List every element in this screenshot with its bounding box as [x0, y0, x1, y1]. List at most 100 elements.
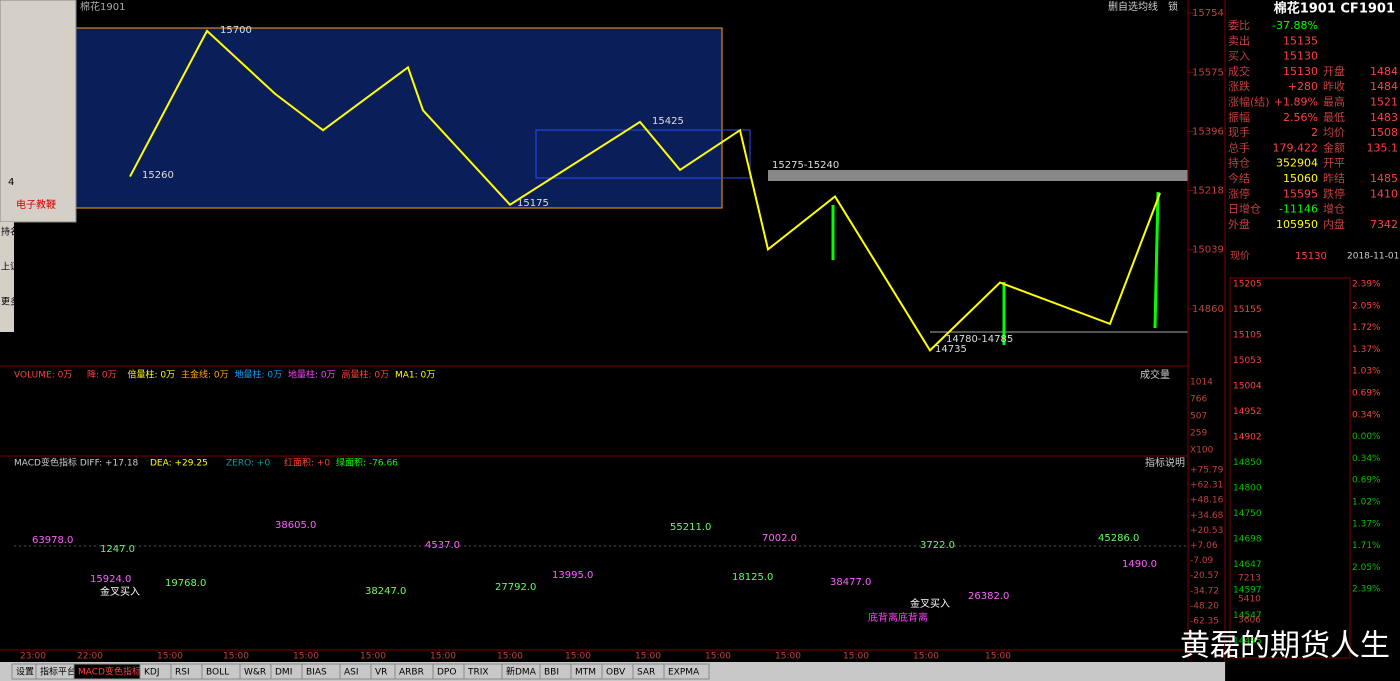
tab-label[interactable]: DPO [437, 668, 456, 678]
mini-tick-label: 15205 [1233, 280, 1262, 290]
mini-tick-label: 14850 [1233, 458, 1262, 468]
tab-label[interactable]: 设置 [16, 667, 34, 678]
top-button[interactable]: 锁 [1168, 0, 1178, 13]
macd-header: ZERO: +0 [226, 459, 270, 469]
quote-label: 涨幅(结) [1228, 96, 1270, 109]
time-label: 15:00 [430, 652, 456, 662]
quote-label: 昨收 [1323, 79, 1345, 93]
tab[interactable] [663, 663, 710, 680]
macd-button[interactable]: 指标说明 [1145, 456, 1185, 469]
tab-label[interactable]: ARBR [399, 668, 424, 678]
volume-header: 降: 0万 [87, 369, 117, 381]
mini-tick-label: 2.05% [1352, 301, 1381, 311]
tab-label[interactable]: BIAS [306, 668, 327, 678]
tab-label[interactable]: W&R [244, 668, 266, 678]
tab-label[interactable]: MTM [575, 668, 596, 678]
quote-label: 振幅 [1228, 110, 1250, 124]
tab-label[interactable]: ASI [344, 668, 359, 678]
macd-label: 3722.0 [920, 540, 955, 551]
quote-value: 135.1 [1367, 141, 1399, 154]
mini-tick-label: 14547 [1233, 611, 1262, 621]
price-annotation: 15175 [517, 198, 549, 209]
quote-value: 15130 [1295, 251, 1327, 262]
macd-tick-label: +48.16 [1190, 496, 1224, 506]
macd-label: 26382.0 [968, 591, 1009, 602]
quote-label: 内盘 [1323, 217, 1345, 231]
time-label: 15:00 [565, 652, 591, 662]
quote-value: +1.89% [1274, 96, 1318, 109]
quote-label: 卖出 [1228, 33, 1250, 47]
volume-header: MA1: 0万 [395, 371, 435, 381]
mini-tick-label: 0.34% [1352, 454, 1381, 464]
macd-label: 38477.0 [830, 577, 871, 588]
time-label: 23:00 [20, 652, 46, 662]
time-label: 15:00 [775, 652, 801, 662]
mini-tick-label: 2.39% [1352, 585, 1381, 595]
side-tab[interactable]: 更多 [1, 296, 19, 308]
tab-label[interactable]: DMI [275, 668, 292, 678]
time-label: 15:00 [157, 652, 183, 662]
mini-tick-label: 15053 [1233, 356, 1262, 366]
tab-label[interactable]: VR [375, 668, 387, 678]
quote-label: 开平 [1323, 157, 1345, 170]
y-tick-label: 14860 [1192, 304, 1224, 315]
tab-label[interactable]: OBV [606, 668, 626, 678]
macd-tick-label: -48.20 [1190, 601, 1219, 611]
tab-label[interactable]: MACD变色指标 [78, 666, 141, 678]
macd-label: 63978.0 [32, 535, 73, 546]
mini-tick-label: 2.05% [1352, 563, 1381, 573]
tab-label[interactable]: EXPMA [668, 668, 700, 678]
mini-tick-label: 1.71% [1352, 541, 1381, 551]
quote-value: 1485 [1370, 172, 1398, 185]
side-tab[interactable]: 持名 [1, 226, 19, 238]
y-tick-label: 15039 [1192, 245, 1224, 256]
mini-tick-label: 15155 [1233, 305, 1262, 315]
y-tick-label: 15218 [1192, 185, 1224, 196]
tab-label[interactable]: KDJ [144, 668, 160, 678]
macd-label: 13995.0 [552, 570, 593, 581]
macd-label: 19768.0 [165, 578, 206, 589]
mini-tick-label: 0.69% [1352, 476, 1381, 486]
quote-value: 15135 [1283, 34, 1318, 47]
macd-tick-label: +7.06 [1190, 541, 1218, 551]
time-label: 15:00 [635, 652, 661, 662]
quote-label: 持仓 [1228, 156, 1250, 170]
tab-label[interactable]: 指标平台 [40, 666, 76, 678]
quote-value: 2 [1311, 126, 1318, 139]
time-label: 15:00 [497, 652, 523, 662]
quote-value: +280 [1288, 80, 1318, 93]
top-button[interactable]: 删自选 [1108, 0, 1138, 13]
tab-label[interactable]: RSI [175, 668, 190, 678]
macd-tick-label: +20.53 [1190, 526, 1223, 536]
quote-value: 15060 [1283, 172, 1318, 185]
quote-label: 今结 [1228, 171, 1250, 185]
quote-label: 涨停 [1228, 186, 1250, 200]
volume-header: 倍量柱: 0万 [128, 369, 176, 381]
price-annotation: 14735 [935, 344, 967, 355]
tool-size: 4 [8, 177, 14, 188]
macd-tick-label: +62.31 [1190, 481, 1223, 491]
macd-signal: 金叉买入 [910, 597, 950, 610]
quote-label: 日增仓 [1228, 202, 1261, 216]
mini-tick-label: 0.69% [1352, 389, 1381, 399]
quote-value: 15595 [1283, 187, 1318, 200]
side-tab[interactable]: 上证指数 [1, 261, 37, 273]
tab-label[interactable]: SAR [637, 668, 655, 678]
quote-value: 1508 [1370, 126, 1398, 139]
volume-header: 主金线: 0万 [181, 369, 229, 381]
macd-signal: 金叉买入 [100, 585, 140, 598]
volume-button[interactable]: 成交量 [1140, 368, 1170, 381]
tab-label[interactable]: BOLL [206, 668, 229, 678]
tab-label[interactable]: BBI [544, 668, 559, 678]
macd-tick-label: -34.72 [1190, 586, 1219, 596]
top-button[interactable]: 均线 [1138, 0, 1158, 13]
mini-vol-label: 5410 [1238, 595, 1261, 605]
tab-label[interactable]: TRIX [467, 668, 489, 678]
quote-value: -37.88% [1272, 19, 1318, 32]
quote-label: 涨跌 [1228, 79, 1250, 93]
macd-header: 红面积: +0 [284, 457, 330, 469]
time-label: 15:00 [360, 652, 386, 662]
tab-label[interactable]: 新DMA [506, 666, 537, 678]
mini-tick-label: 14952 [1233, 407, 1262, 417]
watermark: 黄磊的期货人生 [1180, 629, 1390, 664]
